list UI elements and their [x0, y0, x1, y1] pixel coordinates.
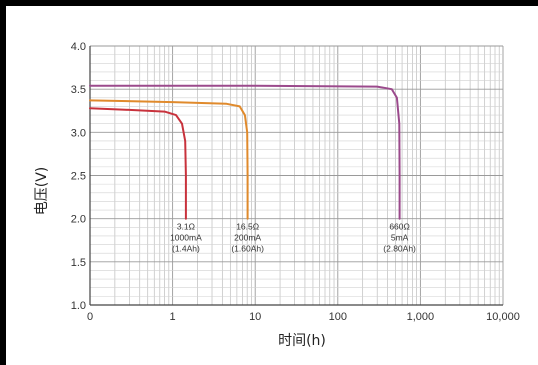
- series-2-annotation: 16.5Ω: [236, 222, 259, 232]
- series-1-annotation: 1000mA: [170, 233, 202, 243]
- grid: [89, 45, 504, 306]
- series-2-annotation: 200mA: [234, 233, 261, 243]
- series-line-2: [89, 99, 249, 220]
- series-3-annotation: 660Ω: [389, 222, 410, 232]
- y-tick-label: 4.0: [71, 41, 86, 53]
- y-tick-label: 1.5: [71, 257, 86, 269]
- series-3-annotation: (2.80Ah): [383, 244, 416, 254]
- x-axis-title: 时间(h): [278, 333, 326, 349]
- series-2-annotation: (1.60Ah): [231, 244, 264, 254]
- x-tick-label: 10,000: [486, 311, 520, 323]
- series-lines: [89, 84, 401, 220]
- series-1-annotation: (1.4Ah): [172, 244, 200, 254]
- x-tick-label: 1,000: [407, 311, 435, 323]
- chart-frame: 3.1Ω 1000mA (1.4Ah) 16.5Ω 200mA (1.60Ah) 660Ω 5…: [6, 6, 538, 365]
- series-line-1: [89, 107, 187, 220]
- axes: [89, 46, 503, 306]
- y-tick-label: 3.0: [71, 127, 86, 139]
- x-tick-label: 10: [249, 311, 261, 323]
- x-tick-label: 1: [170, 311, 176, 323]
- x-tick-label: 0: [87, 311, 93, 323]
- x-tick-label: 100: [329, 311, 347, 323]
- y-tick-label: 2.5: [71, 171, 86, 183]
- y-tick-label: 3.5: [71, 84, 86, 96]
- series-3-annotation: 5mA: [391, 233, 409, 243]
- y-tick-label: 2.0: [71, 214, 86, 226]
- series-1-annotation: 3.1Ω: [177, 222, 195, 232]
- y-tick-label: 1.0: [71, 300, 86, 312]
- y-axis-title: 电压(V): [34, 167, 50, 216]
- series-line-3: [89, 84, 401, 220]
- tick-labels: 1.0 1.5 2.0 2.5 3.0 3.5 4.0 0 1 10 100 1,000 10,000: [71, 41, 520, 323]
